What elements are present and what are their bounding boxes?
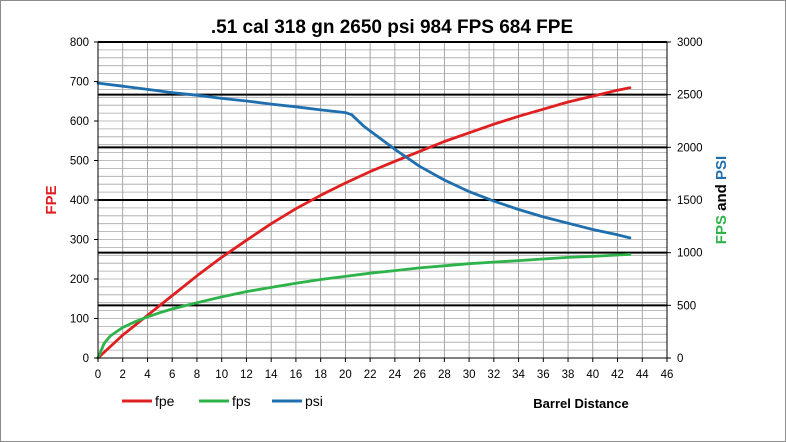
x-tick-label: 8 <box>194 369 200 381</box>
y-left-tick-label: 500 <box>70 156 89 168</box>
x-tick-label: 46 <box>661 369 674 381</box>
y-left-tick-label: 300 <box>70 235 89 247</box>
y-right-axis-label-part: PSI <box>713 156 730 180</box>
axis-layer <box>94 41 671 362</box>
y-right-tick-label: 1000 <box>677 248 703 260</box>
x-tick-label: 34 <box>512 369 525 381</box>
series-layer <box>96 81 632 360</box>
y-left-axis-label: FPE <box>43 185 60 214</box>
x-tick-label: 14 <box>265 369 278 381</box>
chart-title: .51 cal 318 gn 2650 psi 984 FPS 684 FPE <box>211 17 573 38</box>
y-left-tick-label: 100 <box>70 314 89 326</box>
text-layer: .51 cal 318 gn 2650 psi 984 FPS 684 FPE … <box>43 17 730 411</box>
legend-label-fps: fps <box>232 393 251 409</box>
x-tick-label: 10 <box>215 369 228 381</box>
y-left-tick-label: 0 <box>83 353 89 365</box>
x-tick-label: 18 <box>314 369 327 381</box>
legend-label-fpe: fpe <box>155 393 175 409</box>
x-tick-label: 22 <box>364 369 377 381</box>
x-tick-label: 2 <box>120 369 126 381</box>
series-line-fpe <box>96 86 632 360</box>
y-left-tick-label: 700 <box>70 77 89 89</box>
y-right-tick-label: 2000 <box>677 142 703 154</box>
x-tick-label: 20 <box>339 369 352 381</box>
y-right-tick-label: 0 <box>677 353 683 365</box>
x-tick-label: 0 <box>95 369 101 381</box>
x-tick-label: 32 <box>487 369 500 381</box>
x-tick-label: 44 <box>636 369 649 381</box>
x-tick-label: 6 <box>169 369 175 381</box>
x-tick-label: 42 <box>611 369 624 381</box>
x-tick-label: 28 <box>438 369 451 381</box>
legend: fpe fps psi <box>122 393 323 409</box>
x-tick-label: 30 <box>463 369 476 381</box>
x-tick-label: 16 <box>290 369 303 381</box>
y-left-tick-label: 600 <box>70 116 89 128</box>
x-tick-label: 24 <box>388 369 401 381</box>
x-axis-label: Barrel Distance <box>533 396 628 411</box>
y-right-axis-label-part: and <box>713 180 730 215</box>
series-line-psi <box>96 81 632 240</box>
y-left-tick-label: 200 <box>70 274 89 286</box>
x-tick-label: 4 <box>144 369 151 381</box>
x-tick-label: 38 <box>562 369 575 381</box>
y-left-tick-label: 800 <box>70 37 89 49</box>
x-tick-label: 12 <box>240 369 253 381</box>
y-right-tick-label: 3000 <box>677 37 703 49</box>
y-right-tick-label: 2500 <box>677 90 703 102</box>
major-gridlines <box>98 41 667 307</box>
y-right-tick-label: 500 <box>677 300 696 312</box>
y-right-axis-label-part: FPS <box>713 215 730 244</box>
series-line-fps <box>96 252 632 360</box>
y-right-axis-label: FPS and PSI <box>713 156 730 244</box>
x-tick-label: 36 <box>537 369 550 381</box>
x-tick-label: 40 <box>586 369 599 381</box>
y-right-tick-label: 1500 <box>677 195 703 207</box>
y-left-tick-label: 400 <box>70 195 89 207</box>
x-tick-label: 26 <box>413 369 426 381</box>
legend-label-psi: psi <box>305 393 323 409</box>
